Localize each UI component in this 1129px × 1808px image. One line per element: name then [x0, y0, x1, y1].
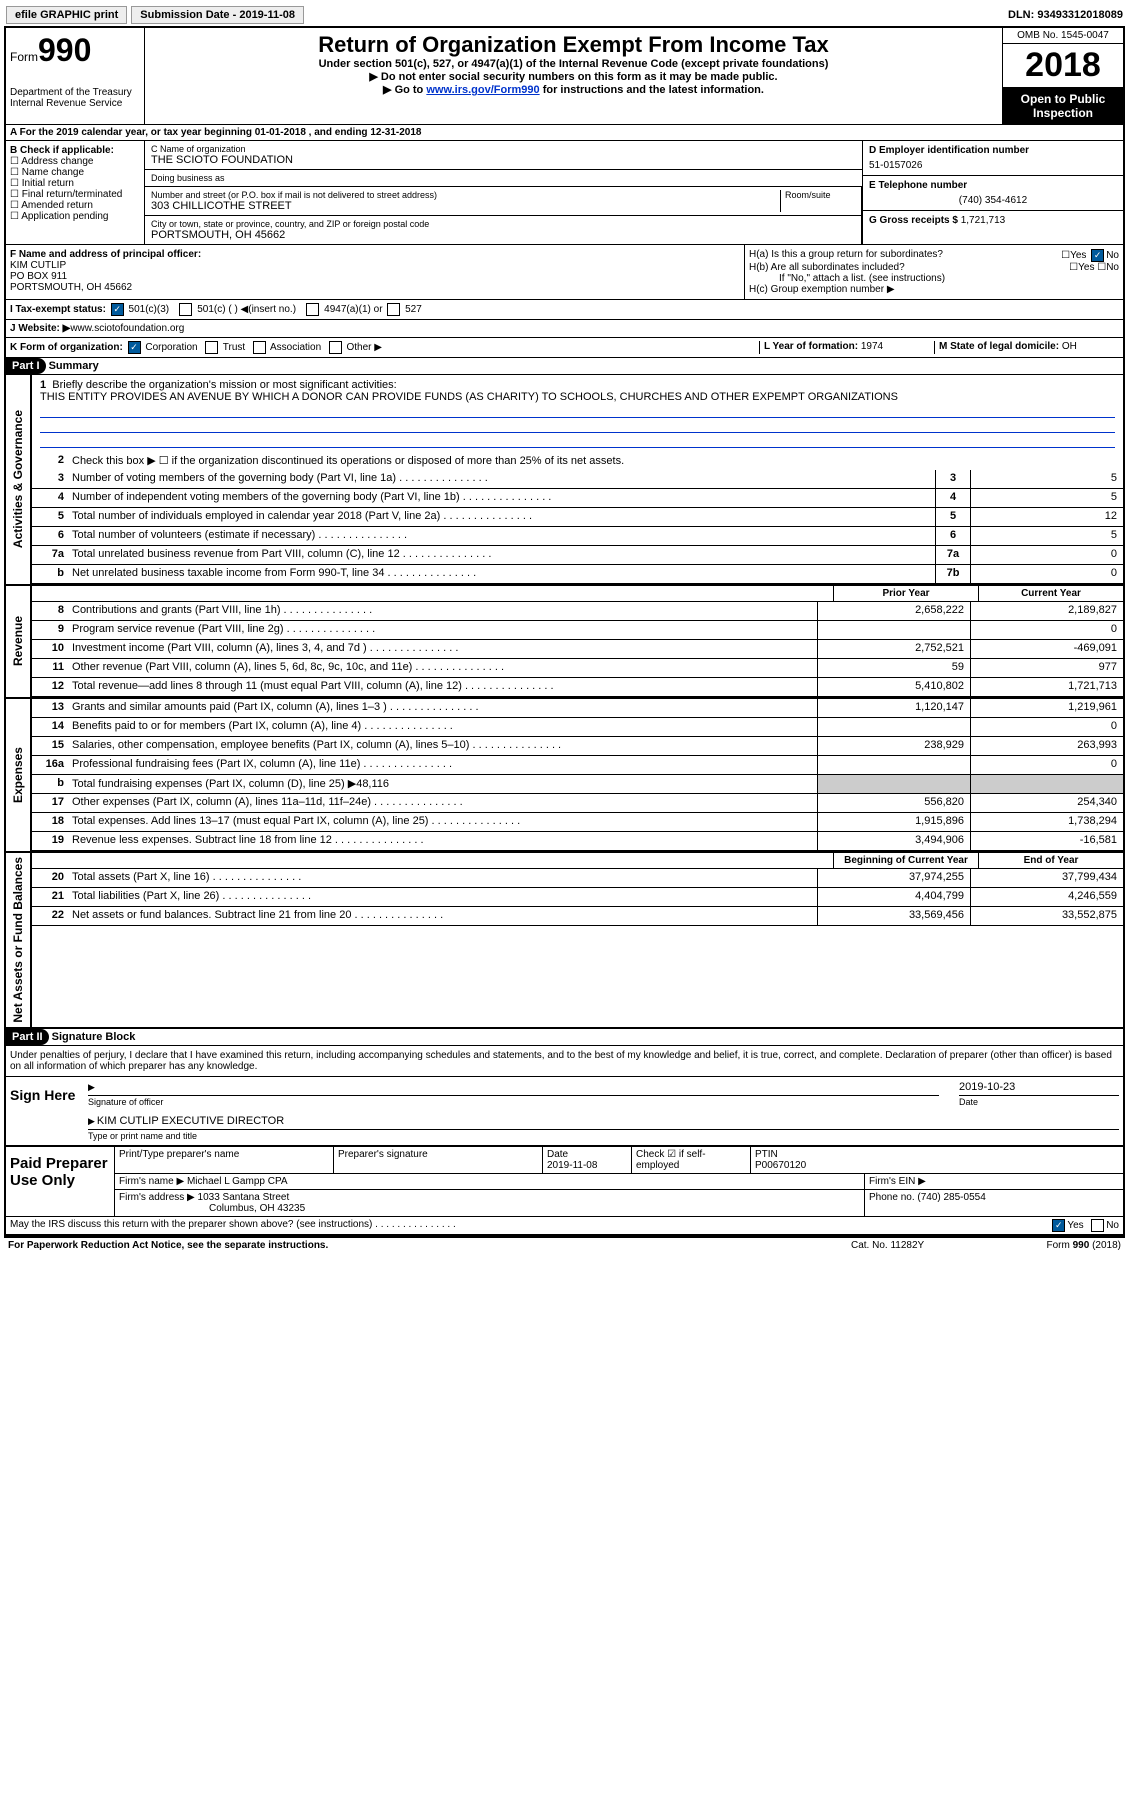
box-b-title: B Check if applicable: [10, 145, 140, 156]
check-address-change[interactable]: ☐ Address change [10, 156, 140, 167]
officer-name: KIM CUTLIP EXECUTIVE DIRECTOR [88, 1115, 1119, 1130]
city-label: City or town, state or province, country… [151, 219, 855, 229]
check-assoc[interactable] [253, 341, 266, 354]
officer-name-label: Type or print name and title [88, 1131, 1119, 1141]
form-container: Form990 Department of the Treasury Inter… [4, 26, 1125, 1238]
sig-date: 2019-10-23 [959, 1081, 1119, 1096]
form-word: Form [10, 50, 38, 64]
discuss-yes-check[interactable] [1052, 1219, 1065, 1232]
form-version: Form 990 (2018) [1001, 1240, 1121, 1251]
firm-addr1: 1033 Santana Street [198, 1192, 290, 1203]
irs-label: Internal Revenue Service [10, 98, 140, 109]
dba-label: Doing business as [151, 173, 856, 183]
dept-treasury: Department of the Treasury [10, 87, 140, 98]
submission-date-button[interactable]: Submission Date - 2019-11-08 [131, 6, 304, 24]
sig-date-label: Date [959, 1097, 1119, 1107]
box-b: B Check if applicable: ☐ Address change … [6, 141, 145, 244]
efile-print-button[interactable]: efile GRAPHIC print [6, 6, 127, 24]
firm-name: Michael L Gampp CPA [187, 1176, 288, 1187]
form-header: Form990 Department of the Treasury Inter… [6, 28, 1123, 125]
activities-governance-section: Activities & Governance 1 Briefly descri… [6, 375, 1123, 586]
box-g: G Gross receipts $ 1,721,713 [863, 211, 1123, 230]
net-assets-section: Net Assets or Fund Balances Beginning of… [6, 853, 1123, 1029]
vert-label-revenue: Revenue [9, 612, 27, 670]
prep-ptin: PTINP00670120 [751, 1147, 1123, 1173]
subtitle-3: ▶ Go to www.irs.gov/Form990 for instruct… [149, 83, 998, 96]
mission-text: THIS ENTITY PROVIDES AN AVENUE BY WHICH … [40, 391, 1115, 403]
firm-addr2: Columbus, OH 43235 [119, 1203, 305, 1214]
prep-name-header: Print/Type preparer's name [115, 1147, 334, 1173]
row-a-tax-year: A For the 2019 calendar year, or tax yea… [6, 125, 1123, 141]
org-name-label: C Name of organization [151, 144, 856, 154]
firm-addr-label: Firm's address ▶ [119, 1192, 195, 1203]
discuss-row: May the IRS discuss this return with the… [6, 1217, 1123, 1236]
check-501c[interactable] [179, 303, 192, 316]
end-year-header: End of Year [978, 853, 1123, 868]
street-value: 303 CHILLICOTHE STREET [151, 200, 780, 212]
subtitle-1: Under section 501(c), 527, or 4947(a)(1)… [149, 58, 998, 70]
paid-preparer-block: Paid Preparer Use Only Print/Type prepar… [6, 1145, 1123, 1217]
firm-ein-label: Firm's EIN ▶ [865, 1174, 1123, 1189]
firm-phone: Phone no. (740) 285-0554 [865, 1190, 1123, 1216]
prep-sig-header: Preparer's signature [334, 1147, 543, 1173]
check-trust[interactable] [205, 341, 218, 354]
irs-link[interactable]: www.irs.gov/Form990 [426, 84, 539, 96]
expenses-section: Expenses 13Grants and similar amounts pa… [6, 699, 1123, 853]
dln-label: DLN: 93493312018089 [1008, 9, 1123, 21]
subtitle-2: ▶ Do not enter social security numbers o… [149, 70, 998, 83]
check-application-pending[interactable]: ☐ Application pending [10, 211, 140, 222]
firm-name-label: Firm's name ▶ [119, 1176, 184, 1187]
sign-here-block: Sign Here Signature of officer 2019-10-2… [6, 1076, 1123, 1145]
check-501c3[interactable] [111, 303, 124, 316]
room-label: Room/suite [785, 190, 855, 200]
revenue-section: Revenue Prior YearCurrent Year 8Contribu… [6, 586, 1123, 699]
cat-no: Cat. No. 11282Y [851, 1240, 1001, 1251]
discuss-no-check[interactable] [1091, 1219, 1104, 1232]
check-4947[interactable] [306, 303, 319, 316]
row-j: J Website: ▶ www.sciotofoundation.org [6, 320, 1123, 338]
box-e: E Telephone number (740) 354-4612 [863, 176, 1123, 211]
prior-year-header: Prior Year [833, 586, 978, 601]
check-initial-return[interactable]: ☐ Initial return [10, 178, 140, 189]
check-corp[interactable] [128, 341, 141, 354]
vert-label-expenses: Expenses [9, 743, 27, 807]
declaration-text: Under penalties of perjury, I declare th… [6, 1046, 1123, 1076]
tax-year: 2018 [1003, 44, 1123, 88]
street-label: Number and street (or P.O. box if mail i… [151, 190, 780, 200]
sign-here-label: Sign Here [6, 1077, 84, 1145]
part-2-header: Part II Signature Block [6, 1029, 1123, 1046]
current-year-header: Current Year [978, 586, 1123, 601]
sig-officer-label: Signature of officer [88, 1097, 939, 1107]
city-value: PORTSMOUTH, OH 45662 [151, 229, 855, 241]
box-d: D Employer identification number 51-0157… [863, 141, 1123, 176]
section-fh: F Name and address of principal officer:… [6, 245, 1123, 300]
form-number: 990 [38, 32, 91, 68]
check-other[interactable] [329, 341, 342, 354]
row-k: K Form of organization: Corporation Trus… [6, 338, 1123, 358]
beg-year-header: Beginning of Current Year [833, 853, 978, 868]
vert-label-governance: Activities & Governance [9, 406, 27, 552]
prep-date-cell: Date2019-11-08 [543, 1147, 632, 1173]
prep-self-employed: Check ☑ if self-employed [632, 1147, 751, 1173]
paid-preparer-label: Paid Preparer Use Only [6, 1147, 115, 1216]
box-f: F Name and address of principal officer:… [6, 245, 745, 299]
check-final-return[interactable]: ☐ Final return/terminated [10, 189, 140, 200]
part-1-header: Part I Summary [6, 358, 1123, 375]
open-public-badge: Open to Public Inspection [1003, 88, 1123, 124]
box-h: H(a) Is this a group return for subordin… [745, 245, 1123, 299]
form-title: Return of Organization Exempt From Incom… [149, 32, 998, 58]
pra-notice: For Paperwork Reduction Act Notice, see … [8, 1240, 851, 1251]
check-name-change[interactable]: ☐ Name change [10, 167, 140, 178]
top-toolbar: efile GRAPHIC print Submission Date - 20… [4, 4, 1125, 26]
mission-block: 1 Briefly describe the organization's mi… [32, 375, 1123, 452]
org-name: THE SCIOTO FOUNDATION [151, 154, 856, 166]
footer: For Paperwork Reduction Act Notice, see … [4, 1238, 1125, 1253]
omb-number: OMB No. 1545-0047 [1003, 28, 1123, 44]
vert-label-net-assets: Net Assets or Fund Balances [9, 853, 27, 1027]
check-527[interactable] [387, 303, 400, 316]
check-amended-return[interactable]: ☐ Amended return [10, 200, 140, 211]
row-i: I Tax-exempt status: 501(c)(3) 501(c) ( … [6, 300, 1123, 320]
section-bcd: B Check if applicable: ☐ Address change … [6, 141, 1123, 245]
